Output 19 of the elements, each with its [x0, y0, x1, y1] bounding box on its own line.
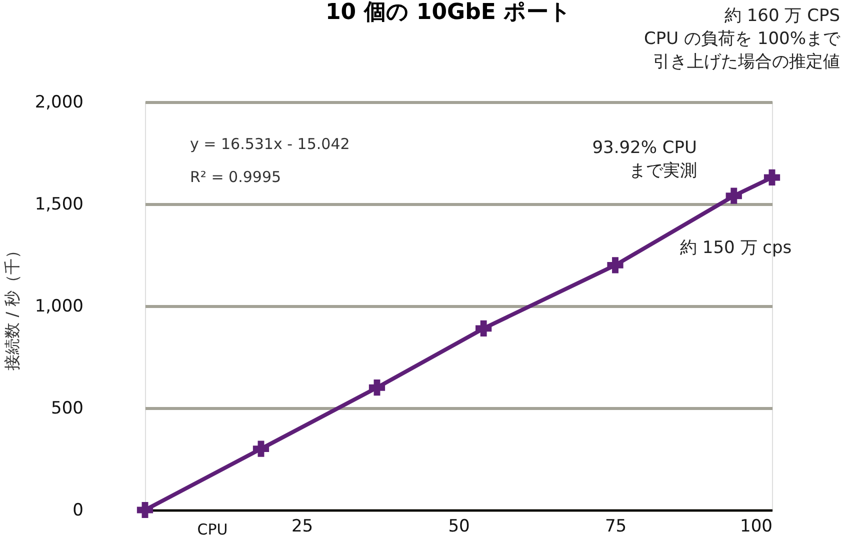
x-tick-label: 75: [604, 516, 627, 536]
x-tick-label: 25: [291, 516, 314, 536]
annotation: 約 150 万 cps: [680, 238, 792, 258]
text: 約 160 万 CPS: [724, 6, 840, 26]
annotation: y = 16.531x - 15.042: [190, 135, 350, 153]
y-tick-label: 0: [72, 500, 84, 520]
text: 引き上げた場合の推定値: [653, 52, 840, 72]
x-axis-title: CPU: [197, 520, 228, 538]
text: CPU の負荷を 100%まで: [644, 29, 841, 49]
y-tick-label: 2,000: [34, 92, 84, 112]
x-tick-label: 50: [448, 516, 470, 536]
annotation: 93.92% CPU まで実測: [592, 138, 697, 181]
y-tick-label: 1,000: [34, 296, 84, 316]
annotation: R² = 0.9995: [190, 168, 282, 186]
y-axis-title: 接続数 / 秒（千）: [2, 242, 22, 370]
x-tick-label: 100: [740, 516, 772, 536]
y-tick-label: 500: [51, 398, 84, 418]
y-tick-label: 1,500: [34, 194, 84, 214]
chart-title: 10 個の 10GbE ポート: [325, 0, 572, 25]
